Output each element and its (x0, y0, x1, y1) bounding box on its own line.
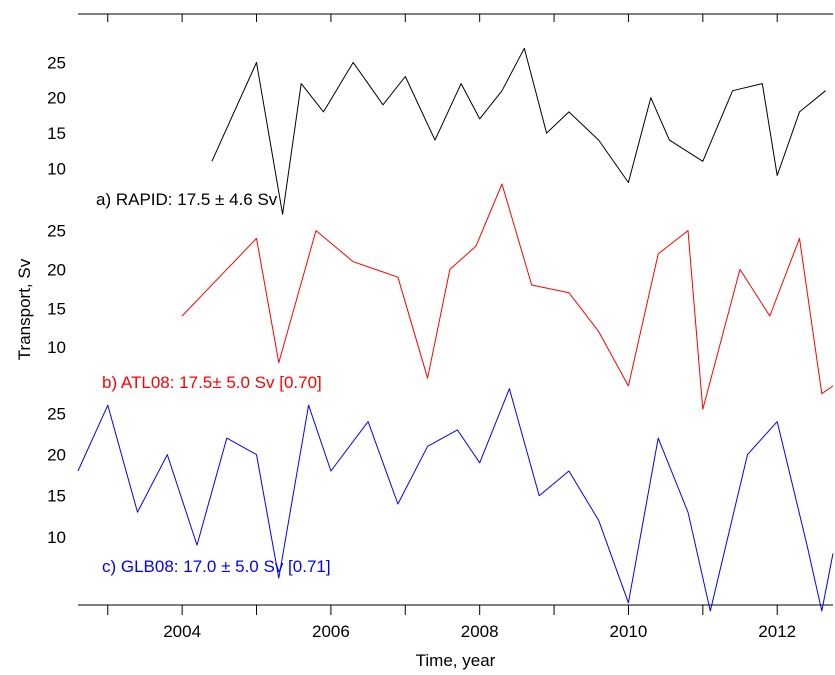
y-tick-label: 20 (47, 260, 66, 279)
panels: 10 15 20 25 a) RAPID: 17.5 ± 4.6 Sv 10 15 20 25 b… (47, 47, 834, 612)
series-line-atl08 (181, 183, 834, 410)
y-tick-label: 15 (47, 299, 66, 318)
x-tick-label: 2004 (163, 622, 201, 641)
y-tick-label: 25 (47, 404, 66, 423)
panel-glb08: 10 15 20 25 c) GLB08: 17.0 ± 5.0 Sv [0.71] (47, 388, 834, 612)
plot-frame (78, 13, 833, 606)
y-tick-label: 25 (47, 222, 66, 241)
panel-label: c) GLB08: 17.0 ± 5.0 Sv [0.71] (102, 557, 331, 576)
x-tick-label: 2006 (312, 622, 350, 641)
y-tick-label: 10 (47, 528, 66, 547)
panel-atl08: 10 15 20 25 b) ATL08: 17.5± 5.0 Sv [0.70] (47, 183, 834, 410)
y-tick-label: 25 (47, 53, 66, 72)
x-tick-label: 2008 (461, 622, 499, 641)
y-tick-label: 15 (47, 487, 66, 506)
x-axis: 2004 2006 2008 2010 2012 (107, 14, 796, 641)
y-tick-label: 10 (47, 338, 66, 357)
panel-label: b) ATL08: 17.5± 5.0 Sv [0.70] (102, 373, 322, 392)
x-tick-label: 2010 (610, 622, 648, 641)
y-tick-label: 20 (47, 89, 66, 108)
y-tick-label: 10 (47, 159, 66, 178)
x-axis-title: Time, year (416, 651, 496, 670)
y-axis-title: Transport, Sv (15, 258, 34, 360)
x-tick-label: 2012 (758, 622, 796, 641)
series-line-glb08 (77, 388, 834, 612)
panel-label: a) RAPID: 17.5 ± 4.6 Sv (96, 190, 278, 209)
y-tick-label: 20 (47, 446, 66, 465)
series-line-rapid (211, 47, 826, 215)
panel-rapid: 10 15 20 25 a) RAPID: 17.5 ± 4.6 Sv (47, 47, 826, 215)
y-tick-label: 15 (47, 124, 66, 143)
